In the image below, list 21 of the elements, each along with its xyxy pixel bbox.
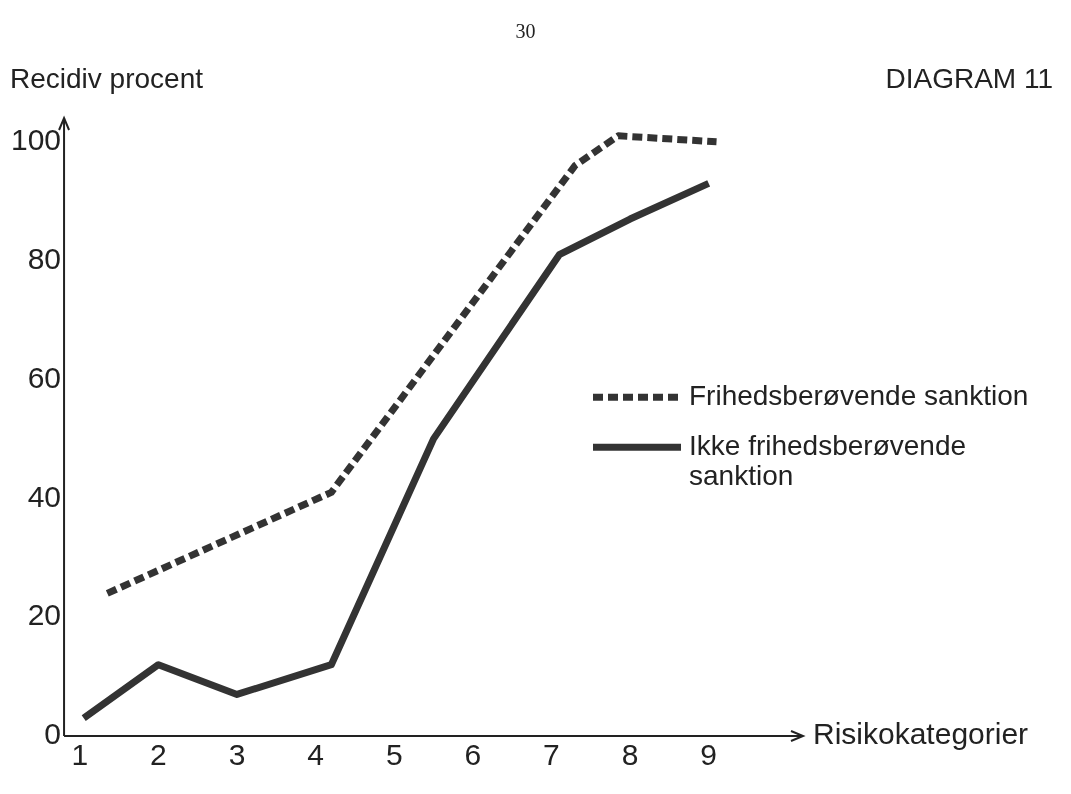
legend-label: Ikke frihedsberøvende sanktion — [689, 430, 967, 492]
x-tick-label: 2 — [150, 738, 167, 772]
x-tick-label: 5 — [385, 738, 403, 772]
x-tick-label: 3 — [228, 738, 246, 772]
y-tick-label: 40 — [27, 479, 62, 513]
x-tick-label: 7 — [543, 738, 560, 772]
x-tick-label: 9 — [700, 738, 718, 772]
y-tick-label: 0 — [44, 717, 62, 751]
y-tick-label: 100 — [10, 123, 62, 157]
y-axis-title: Recidiv procent — [10, 63, 204, 94]
x-tick-label: 6 — [464, 738, 482, 772]
x-tick-label: 4 — [307, 738, 324, 772]
text: 30 — [515, 20, 536, 42]
x-tick-label: 1 — [71, 738, 89, 772]
y-tick-label: 20 — [27, 598, 62, 632]
y-tick-label: 80 — [27, 241, 62, 275]
legend-label: Frihedsberøvende sanktion — [689, 380, 1029, 412]
x-tick-label: 8 — [621, 738, 639, 772]
text: DIAGRAM 11 — [885, 63, 1053, 94]
x-axis-title: Risikokategorier — [813, 717, 1029, 751]
y-tick-label: 60 — [27, 360, 62, 394]
